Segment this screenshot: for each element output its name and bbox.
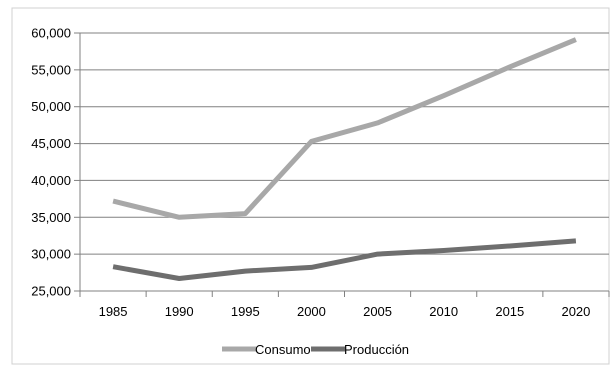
x-tick-label: 2005 xyxy=(363,304,392,319)
y-tick-label: 60,000 xyxy=(31,26,71,41)
x-tick-label: 1990 xyxy=(165,304,194,319)
x-tick-label: 2020 xyxy=(561,304,590,319)
y-tick-label: 50,000 xyxy=(31,99,71,114)
x-tick-label: 2010 xyxy=(429,304,458,319)
y-tick-label: 40,000 xyxy=(31,173,71,188)
legend-label: Consumo xyxy=(255,342,311,357)
y-tick-label: 55,000 xyxy=(31,62,71,77)
legend-label: Producción xyxy=(344,342,409,357)
y-tick-label: 35,000 xyxy=(31,210,71,225)
x-tick-label: 2015 xyxy=(495,304,524,319)
x-tick-label: 1985 xyxy=(99,304,128,319)
y-tick-label: 45,000 xyxy=(31,136,71,151)
x-tick-label: 1995 xyxy=(231,304,260,319)
x-tick-label: 2000 xyxy=(297,304,326,319)
y-tick-label: 25,000 xyxy=(31,284,71,299)
y-tick-label: 30,000 xyxy=(31,247,71,262)
